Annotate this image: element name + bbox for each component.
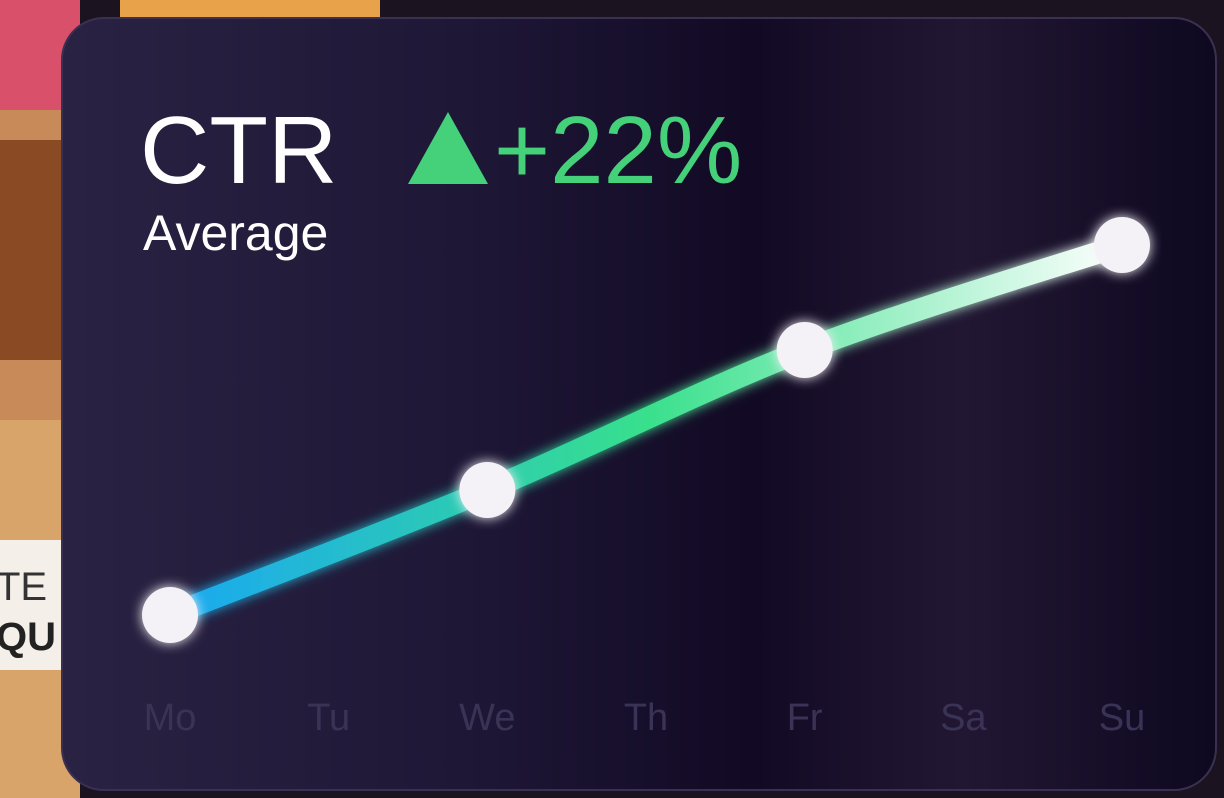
change-label: +22%	[494, 97, 742, 204]
screen: TE QU CTR Average +22% Mo Tu We Th Fr Sa Su	[0, 0, 1224, 798]
x-tick-label: Tu	[307, 697, 350, 739]
x-tick-label: Th	[624, 697, 668, 739]
point	[1094, 217, 1150, 273]
x-tick-label: Mo	[144, 697, 197, 739]
bg-text: TE	[0, 565, 47, 609]
x-tick-label: Sa	[940, 697, 987, 739]
photo-bg	[0, 140, 70, 360]
subtitle: Average	[143, 205, 328, 261]
x-tick-label: Su	[1099, 697, 1145, 739]
point	[777, 322, 833, 378]
point	[459, 462, 515, 518]
title: CTR	[140, 97, 337, 204]
x-tick-label: Fr	[787, 697, 823, 739]
point	[142, 587, 198, 643]
page: TE QU CTR Average +22% MoTuWeThFrSaSu ((…	[0, 0, 1224, 798]
bg-text: QU	[0, 615, 56, 659]
x-tick-label: We	[459, 697, 515, 739]
